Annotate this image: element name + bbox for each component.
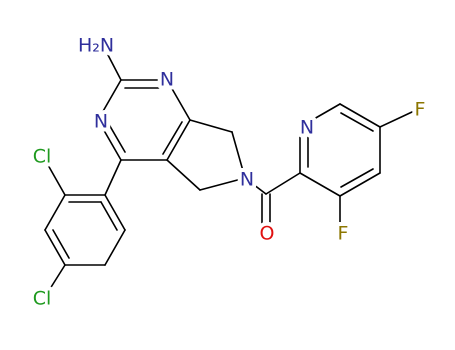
bond <box>44 194 66 231</box>
bond <box>166 119 191 161</box>
bond <box>299 103 341 128</box>
bond <box>199 177 246 191</box>
atom-label: F <box>338 223 349 245</box>
bond <box>52 229 70 259</box>
bond <box>162 121 183 155</box>
bond <box>106 120 126 153</box>
bond <box>299 172 341 197</box>
bond <box>97 79 122 121</box>
atom-label: N <box>300 117 314 139</box>
bond <box>97 119 122 161</box>
bond <box>166 159 201 191</box>
atom-label: Cl <box>33 288 52 310</box>
bond <box>47 264 66 293</box>
bond <box>244 177 267 195</box>
bond <box>47 164 66 196</box>
bond <box>189 119 233 133</box>
bond <box>339 172 381 197</box>
bond <box>104 229 126 266</box>
atom-label: F <box>415 99 426 121</box>
bond <box>340 168 374 188</box>
bond <box>100 201 118 231</box>
bond <box>166 79 191 121</box>
bond <box>104 159 122 196</box>
atom-label: Cl <box>33 146 52 168</box>
bond <box>379 111 413 128</box>
bond <box>44 229 66 266</box>
bond <box>339 103 381 128</box>
bond <box>231 131 246 179</box>
atom-label: H₂N <box>78 35 114 57</box>
bond <box>107 54 122 81</box>
bond <box>104 194 126 231</box>
atom-labels: H₂N N N N N O F F Cl Cl <box>29 31 430 314</box>
atom-label: N <box>240 169 254 191</box>
atom-label: N <box>160 69 174 91</box>
bond <box>340 112 374 132</box>
atom-label: N <box>94 111 108 133</box>
bond <box>265 172 301 195</box>
atom-label: O <box>260 223 275 245</box>
bonds <box>44 54 413 293</box>
